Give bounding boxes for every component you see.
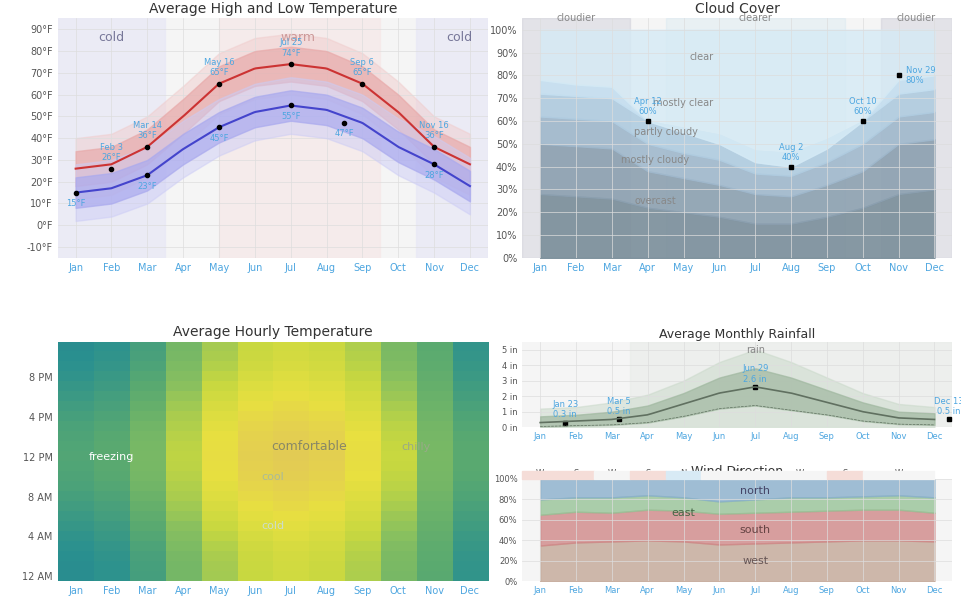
Text: cloudier: cloudier xyxy=(896,13,935,23)
Text: cool: cool xyxy=(261,472,283,482)
Text: 55°F: 55°F xyxy=(281,112,300,121)
Text: 47°F: 47°F xyxy=(334,130,354,138)
Text: Apr 12
60%: Apr 12 60% xyxy=(633,97,661,116)
Title: Average High and Low Temperature: Average High and Low Temperature xyxy=(148,2,397,16)
Bar xyxy=(862,471,933,479)
Title: Cloud Cover: Cloud Cover xyxy=(694,2,779,16)
Bar xyxy=(665,471,701,479)
Title: Average Monthly Rainfall: Average Monthly Rainfall xyxy=(658,327,815,341)
Bar xyxy=(879,18,951,258)
Text: W: W xyxy=(894,469,901,478)
Text: comfortable: comfortable xyxy=(270,440,346,453)
Text: W: W xyxy=(607,469,615,478)
Text: north: north xyxy=(739,486,770,496)
Text: Mar 14
36°F: Mar 14 36°F xyxy=(133,121,161,140)
Bar xyxy=(416,18,487,258)
Text: clearer: clearer xyxy=(737,13,772,23)
Text: 28°F: 28°F xyxy=(424,171,443,180)
Text: 15°F: 15°F xyxy=(65,199,86,208)
Text: Nov 16
36°F: Nov 16 36°F xyxy=(419,121,449,140)
Text: south: south xyxy=(739,525,770,535)
Text: clear: clear xyxy=(689,52,713,62)
Bar xyxy=(522,471,557,479)
Title: Average Hourly Temperature: Average Hourly Temperature xyxy=(173,325,372,339)
Bar xyxy=(701,471,773,479)
Text: Aug 2
40%: Aug 2 40% xyxy=(778,143,802,162)
Text: mostly clear: mostly clear xyxy=(653,98,713,108)
Bar xyxy=(522,18,629,258)
Text: S: S xyxy=(841,469,847,478)
Text: N: N xyxy=(679,469,686,478)
Bar xyxy=(557,471,593,479)
Bar xyxy=(593,471,629,479)
Bar xyxy=(665,18,844,258)
Text: freezing: freezing xyxy=(88,452,134,461)
Text: cold: cold xyxy=(98,31,124,45)
Text: 23°F: 23°F xyxy=(137,182,157,191)
Text: W: W xyxy=(732,469,741,478)
Text: 45°F: 45°F xyxy=(209,134,229,143)
Text: cold: cold xyxy=(446,31,472,45)
Text: chilly: chilly xyxy=(401,442,431,452)
Text: Jan 23
0.3 in: Jan 23 0.3 in xyxy=(552,400,578,419)
Text: rain: rain xyxy=(745,345,764,355)
Text: Dec 13
0.5 in: Dec 13 0.5 in xyxy=(933,397,961,416)
Bar xyxy=(58,18,165,258)
Text: overcast: overcast xyxy=(633,196,675,206)
Text: partly cloudy: partly cloudy xyxy=(633,127,697,138)
Text: Feb 3
26°F: Feb 3 26°F xyxy=(100,143,123,162)
Title: Wind Direction: Wind Direction xyxy=(691,465,782,478)
Text: Sep 6
65°F: Sep 6 65°F xyxy=(350,58,374,77)
Text: W: W xyxy=(535,469,544,478)
Text: Mar 5
0.5 in: Mar 5 0.5 in xyxy=(606,397,630,416)
Text: east: east xyxy=(671,508,695,518)
Bar xyxy=(219,18,380,258)
Bar xyxy=(826,471,862,479)
Text: Nov 29
80%: Nov 29 80% xyxy=(905,65,934,85)
Text: Jun 29
2.6 in: Jun 29 2.6 in xyxy=(741,364,768,384)
Bar xyxy=(629,342,951,427)
Text: Jul 25
74°F: Jul 25 74°F xyxy=(279,38,302,58)
Text: S: S xyxy=(573,469,579,478)
Text: May 16
65°F: May 16 65°F xyxy=(204,58,234,77)
Text: west: west xyxy=(741,556,768,566)
Text: cold: cold xyxy=(261,521,284,531)
Bar xyxy=(629,471,665,479)
Text: mostly cloudy: mostly cloudy xyxy=(620,155,688,165)
Text: W: W xyxy=(795,469,803,478)
Text: S: S xyxy=(645,469,650,478)
Text: cloudier: cloudier xyxy=(555,13,595,23)
Bar xyxy=(773,471,826,479)
Text: warm: warm xyxy=(280,31,315,45)
Text: Oct 10
60%: Oct 10 60% xyxy=(848,97,875,116)
